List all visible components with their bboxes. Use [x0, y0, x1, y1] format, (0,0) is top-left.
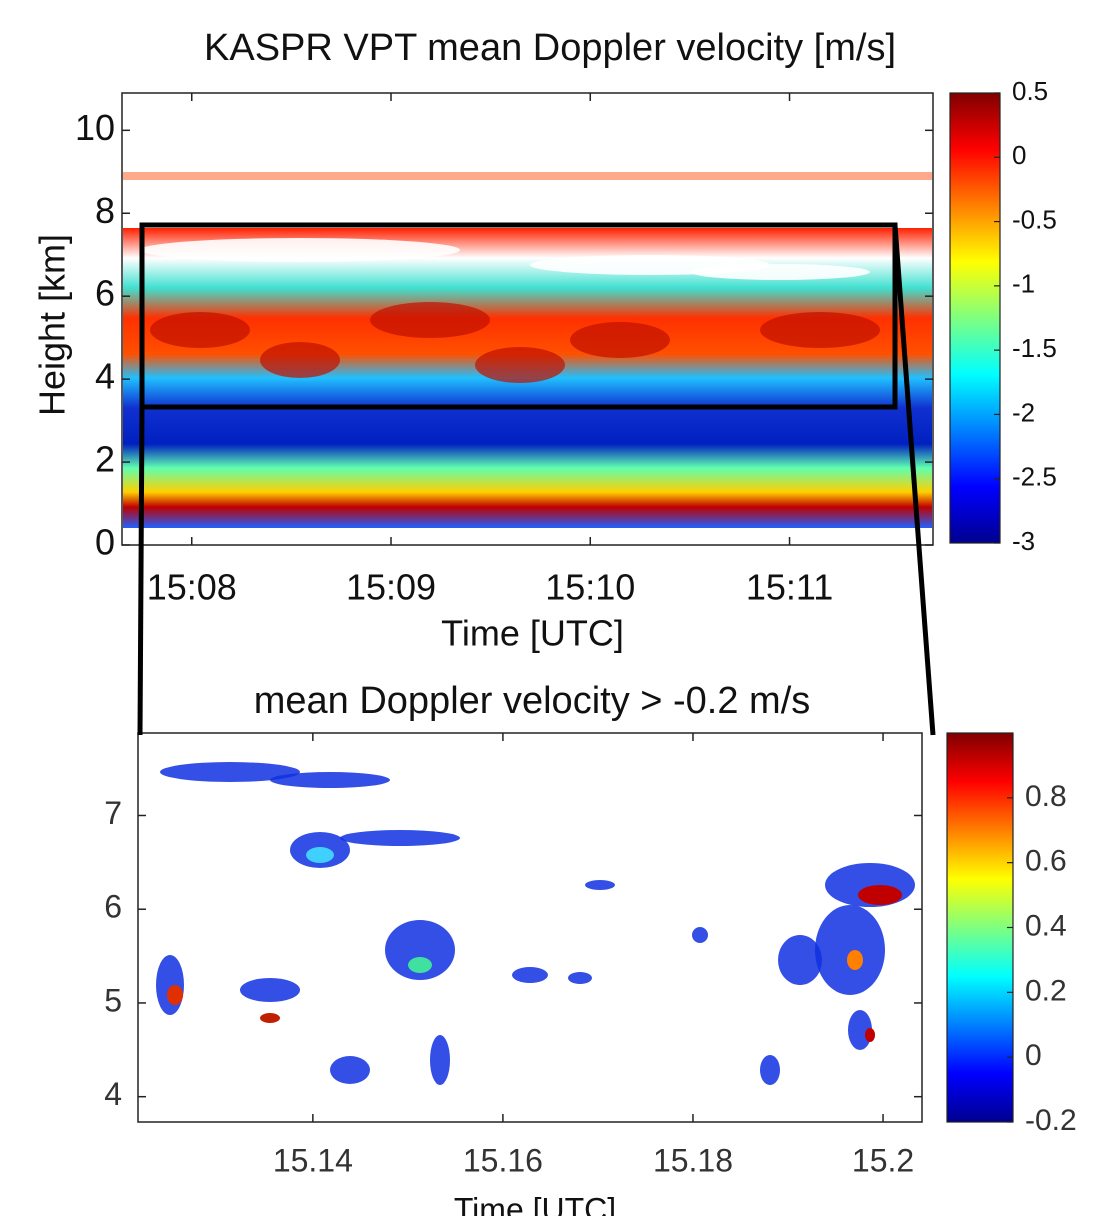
x-tick-label: 15:10: [545, 567, 635, 608]
radar-texture: [585, 880, 615, 890]
radar-texture: [140, 238, 460, 262]
y-tick-label: 8: [95, 190, 115, 231]
y-tick-label: 0: [95, 522, 115, 563]
radar-texture: [475, 347, 565, 383]
radar-texture: [123, 172, 932, 180]
colorbar-tick-label: 0.8: [1025, 780, 1067, 813]
colorbar-tick-label: 0.5: [1012, 76, 1048, 106]
colorbar-tick-label: -2.5: [1012, 462, 1057, 492]
colorbar-tick-label: 0.4: [1025, 909, 1067, 942]
radar-texture: [778, 935, 822, 985]
y-tick-label: 7: [104, 795, 122, 831]
radar-texture: [760, 1055, 780, 1085]
zoom-line: [892, 224, 936, 736]
colorbar-tick-label: -2: [1012, 397, 1035, 427]
zoom-line: [137, 406, 145, 736]
colorbar-tick-label: -0.5: [1012, 204, 1057, 234]
y-tick-label: 6: [95, 273, 115, 314]
radar-texture: [150, 312, 250, 348]
radar-texture: [408, 957, 432, 973]
zoom-box: [139, 222, 898, 410]
y-tick-label: 6: [104, 889, 122, 925]
x-tick-label: 15.14: [273, 1142, 353, 1178]
radar-texture: [260, 1013, 280, 1023]
plot-area: [138, 733, 922, 1122]
y-tick-label: 10: [75, 107, 115, 148]
radar-texture: [512, 967, 548, 983]
y-tick-label: 2: [95, 439, 115, 480]
radar-texture: [160, 762, 300, 782]
plots: KASPR VPT mean Doppler velocity [m/s] Tim…: [32, 27, 1077, 1216]
radar-texture: [385, 920, 455, 980]
radar-texture: [858, 885, 902, 905]
radar-texture: [865, 1028, 875, 1042]
y-axis-label: Height [km]: [32, 234, 73, 416]
colorbar-tick-label: -0.2: [1025, 1104, 1077, 1137]
colorbar-tick-label: 0: [1012, 140, 1026, 170]
y-tick-label: 4: [104, 1076, 122, 1112]
colorbar-tick-label: 0.2: [1025, 974, 1067, 1007]
colorbar-tick-label: -3: [1012, 526, 1035, 556]
radar-texture: [260, 342, 340, 378]
colorbar-tick-label: 0: [1025, 1039, 1042, 1072]
colorbar-tick-label: 0.6: [1025, 845, 1067, 878]
radar-texture: [330, 1056, 370, 1084]
radar-texture: [340, 830, 460, 846]
x-axis-label: Time [UTC]: [441, 613, 624, 654]
x-tick-label: 15.2: [852, 1142, 914, 1178]
radar-texture: [306, 847, 334, 863]
colorbar: [946, 732, 1014, 1123]
colorbar-tick-label: -1.5: [1012, 333, 1057, 363]
radar-texture: [848, 1010, 872, 1050]
radar-texture: [167, 985, 183, 1005]
x-tick-label: 15.16: [463, 1142, 543, 1178]
radar-texture: [156, 955, 184, 1015]
x-tick-label: 15:08: [147, 567, 237, 608]
radar-texture: [692, 927, 708, 943]
colorbar-tick-label: -1: [1012, 269, 1035, 299]
x-axis-label: Time [UTC]: [454, 1191, 616, 1216]
radar-texture: [430, 1035, 450, 1085]
axes-box: [121, 92, 934, 546]
zoom-annotation: [137, 222, 936, 736]
chart-title: KASPR VPT mean Doppler velocity [m/s]: [204, 27, 896, 69]
axes-box: [137, 732, 923, 1123]
radar-texture: [270, 772, 390, 788]
chart-title: mean Doppler velocity > -0.2 m/s: [254, 680, 811, 722]
x-tick-label: 15:11: [746, 567, 833, 608]
radar-texture: [568, 972, 592, 984]
y-tick-label: 4: [95, 356, 115, 397]
radar-texture: [847, 950, 863, 970]
radar-texture: [815, 905, 885, 995]
colorbar: [949, 92, 1001, 544]
x-tick-label: 15:09: [346, 567, 436, 608]
radar-texture: [690, 264, 870, 280]
y-tick-label: 5: [104, 982, 122, 1018]
radar-texture: [370, 302, 490, 338]
radar-texture: [240, 978, 300, 1002]
radar-texture: [760, 312, 880, 348]
radar-texture: [570, 322, 670, 358]
x-tick-label: 15.18: [653, 1142, 733, 1178]
